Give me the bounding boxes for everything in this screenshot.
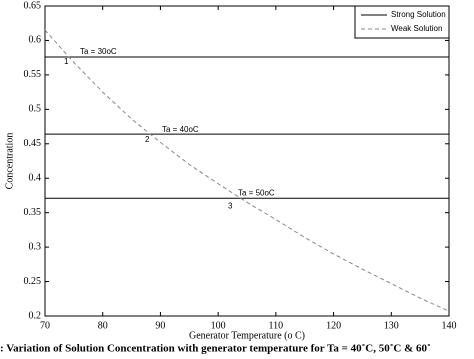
x-tick-label: 90 <box>155 320 165 331</box>
y-axis-label: Concentration <box>4 133 15 190</box>
line-annotation: Ta = 30oC <box>80 47 117 56</box>
line-annotation: Ta = 50oC <box>238 188 275 197</box>
plot-frame <box>44 5 450 317</box>
caption: : Variation of Solution Concentration wi… <box>0 343 431 354</box>
y-tick-label: 0.45 <box>24 138 42 149</box>
point-label: 2 <box>145 135 150 144</box>
x-axis-label: Generator Temperature (o C) <box>189 330 305 341</box>
weak-line <box>44 29 450 312</box>
y-tick-label: 0.65 <box>24 0 42 11</box>
y-tick-label: 0.6 <box>29 35 42 46</box>
point-label: 3 <box>228 201 233 210</box>
y-tick-label: 0.25 <box>24 276 42 287</box>
point-label: 1 <box>64 57 69 66</box>
x-tick-label: 80 <box>98 320 108 331</box>
line-annotation: Ta = 40oC <box>162 125 199 134</box>
legend-label: Weak Solution <box>391 24 442 33</box>
legend-label: Strong Solution <box>391 10 446 19</box>
y-tick-label: 0.4 <box>29 173 42 184</box>
x-tick-label: 100 <box>211 320 226 331</box>
legend-box <box>354 5 450 39</box>
x-tick-label: 110 <box>269 320 284 331</box>
y-tick-label: 0.35 <box>24 207 42 218</box>
x-tick-label: 120 <box>326 320 341 331</box>
y-tick-label: 0.3 <box>29 241 42 252</box>
y-tick-label: 0.5 <box>29 104 42 115</box>
x-tick-label: 140 <box>442 320 457 331</box>
x-tick-label: 130 <box>384 320 399 331</box>
y-tick-label: 0.55 <box>24 69 42 80</box>
x-tick-label: 70 <box>40 320 50 331</box>
y-tick-label: 0.2 <box>29 310 42 321</box>
